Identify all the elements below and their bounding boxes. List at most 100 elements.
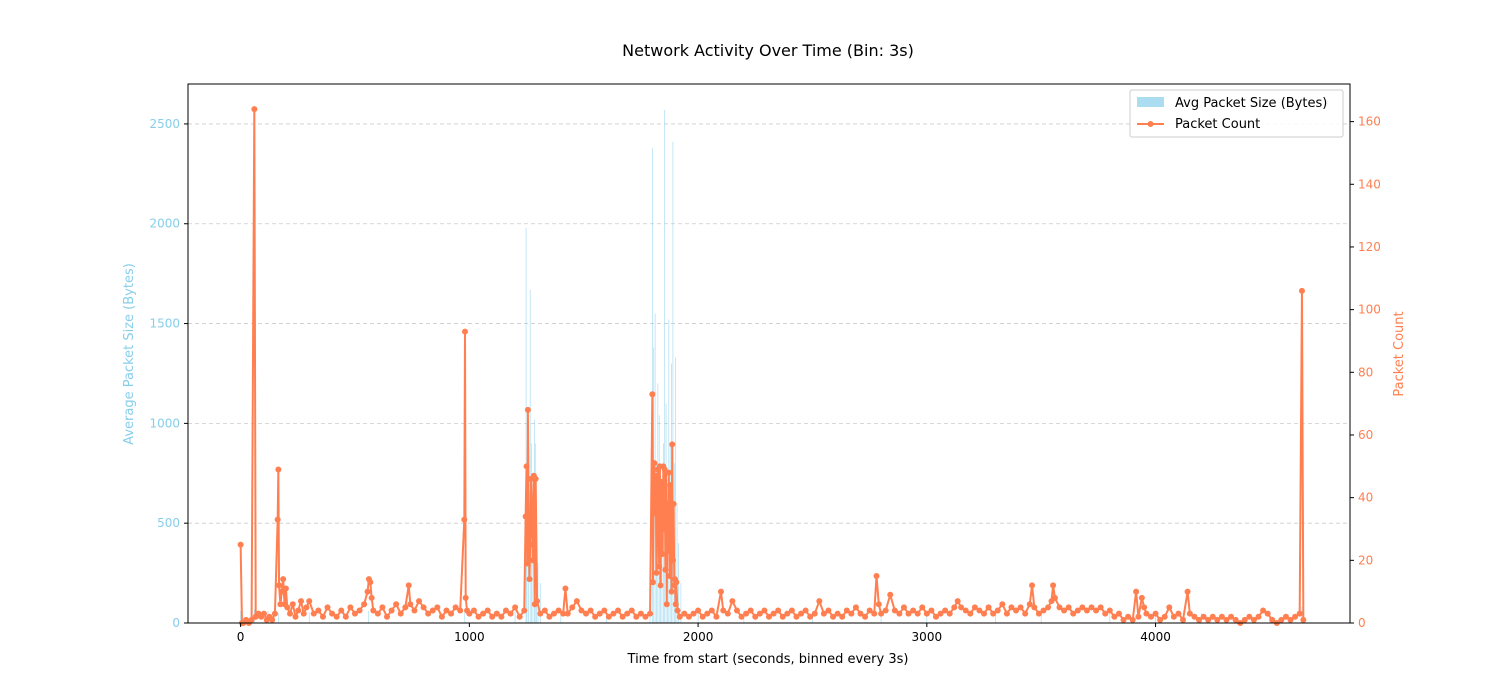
packet-count-point bbox=[878, 610, 885, 617]
packet-count-point bbox=[329, 610, 336, 617]
packet-count-point bbox=[425, 610, 432, 617]
packet-count-point bbox=[1260, 607, 1267, 614]
packet-count-point bbox=[1264, 610, 1271, 617]
packet-count-point bbox=[470, 607, 477, 614]
left-y-axis-label: Average Packet Size (Bytes) bbox=[122, 263, 137, 445]
packet-count-point bbox=[287, 610, 294, 617]
packet-count-point bbox=[368, 594, 375, 601]
left-y-tick-label: 500 bbox=[157, 516, 180, 530]
packet-count-point bbox=[825, 607, 832, 614]
left-y-tick-label: 2500 bbox=[149, 117, 180, 131]
packet-count-point bbox=[1102, 610, 1109, 617]
packet-count-point bbox=[351, 610, 358, 617]
packet-count-point bbox=[1111, 613, 1118, 620]
packet-count-point bbox=[1013, 607, 1020, 614]
packet-count-point bbox=[1022, 610, 1029, 617]
packet-count-point bbox=[685, 613, 692, 620]
packet-count-point bbox=[733, 607, 740, 614]
packet-count-point bbox=[1003, 610, 1010, 617]
legend-label-packet-count: Packet Count bbox=[1175, 117, 1260, 132]
packet-count-point bbox=[775, 607, 782, 614]
x-axis-ticks: 0 1000 2000 3000 4000 bbox=[237, 623, 1171, 644]
packet-count-point bbox=[306, 598, 313, 605]
packet-count-point bbox=[658, 497, 665, 504]
packet-count-point bbox=[887, 591, 894, 598]
avg-packet-size-bar bbox=[537, 563, 539, 623]
packet-count-point bbox=[338, 607, 345, 614]
packet-count-point bbox=[1218, 613, 1225, 620]
legend-label-avg-packet-size: Avg Packet Size (Bytes) bbox=[1175, 96, 1327, 111]
packet-count-point bbox=[1241, 616, 1248, 623]
packet-count-point bbox=[633, 613, 640, 620]
packet-count-point bbox=[811, 610, 818, 617]
packet-count-point bbox=[605, 613, 612, 620]
packet-count-point bbox=[871, 610, 878, 617]
left-y-tick-label: 1000 bbox=[149, 416, 180, 430]
packet-count-point bbox=[342, 613, 349, 620]
packet-count-point bbox=[1184, 588, 1191, 595]
packet-count-point bbox=[562, 585, 569, 592]
x-tick-label: 0 bbox=[237, 630, 245, 644]
packet-count-point bbox=[882, 607, 889, 614]
packet-count-point bbox=[724, 610, 731, 617]
packet-count-point bbox=[843, 607, 850, 614]
packet-count-point bbox=[720, 607, 727, 614]
packet-count-point bbox=[669, 557, 676, 564]
packet-count-point bbox=[628, 607, 635, 614]
packet-count-point bbox=[994, 607, 1001, 614]
packet-count-point bbox=[637, 610, 644, 617]
packet-count-point bbox=[592, 613, 599, 620]
packet-count-point bbox=[665, 469, 672, 476]
avg-packet-size-bar bbox=[529, 289, 531, 623]
packet-count-point bbox=[976, 607, 983, 614]
packet-count-point bbox=[1031, 604, 1038, 611]
packet-count-point bbox=[284, 604, 291, 611]
packet-count-point bbox=[370, 607, 377, 614]
packet-count-point bbox=[269, 616, 276, 623]
right-y-tick-label: 0 bbox=[1358, 616, 1366, 630]
packet-count-point bbox=[443, 607, 450, 614]
packet-count-point bbox=[1287, 616, 1294, 623]
packet-count-point bbox=[507, 610, 514, 617]
packet-count-point bbox=[807, 613, 814, 620]
packet-count-point bbox=[1035, 610, 1042, 617]
avg-packet-size-bar bbox=[664, 109, 666, 624]
packet-count-point bbox=[647, 610, 654, 617]
packet-count-point bbox=[981, 610, 988, 617]
packet-count-point bbox=[649, 391, 656, 398]
packet-count-point bbox=[699, 613, 706, 620]
packet-count-point bbox=[466, 610, 473, 617]
packet-count-point bbox=[324, 604, 331, 611]
packet-count-point bbox=[665, 547, 672, 554]
packet-count-point bbox=[237, 541, 244, 548]
packet-count-point bbox=[820, 610, 827, 617]
packet-count-point bbox=[388, 607, 395, 614]
packet-count-point bbox=[873, 572, 880, 579]
packet-count-point bbox=[1040, 607, 1047, 614]
packet-count-point bbox=[1175, 610, 1182, 617]
packet-count-point bbox=[374, 610, 381, 617]
packet-count-point bbox=[667, 535, 674, 542]
packet-count-point bbox=[534, 598, 541, 605]
packet-count-point bbox=[891, 607, 898, 614]
packet-count-point bbox=[1143, 610, 1150, 617]
packet-count-point bbox=[356, 607, 363, 614]
packet-count-point bbox=[1200, 613, 1207, 620]
packet-count-point bbox=[1065, 604, 1072, 611]
packet-count-point bbox=[462, 594, 469, 601]
packet-count-point bbox=[653, 569, 660, 576]
packet-count-point bbox=[951, 604, 958, 611]
packet-count-point bbox=[788, 607, 795, 614]
packet-count-point bbox=[661, 525, 668, 532]
packet-count-point bbox=[1278, 616, 1285, 623]
packet-count-point bbox=[708, 607, 715, 614]
packet-count-point bbox=[655, 535, 662, 542]
packet-count-point bbox=[569, 604, 576, 611]
packet-count-point bbox=[910, 607, 917, 614]
packet-count-point bbox=[756, 610, 763, 617]
packet-count-point bbox=[529, 557, 536, 564]
packet-count-point bbox=[1026, 601, 1033, 608]
packet-count-polyline bbox=[239, 108, 1305, 624]
packet-count-point bbox=[985, 604, 992, 611]
packet-count-point bbox=[361, 601, 368, 608]
